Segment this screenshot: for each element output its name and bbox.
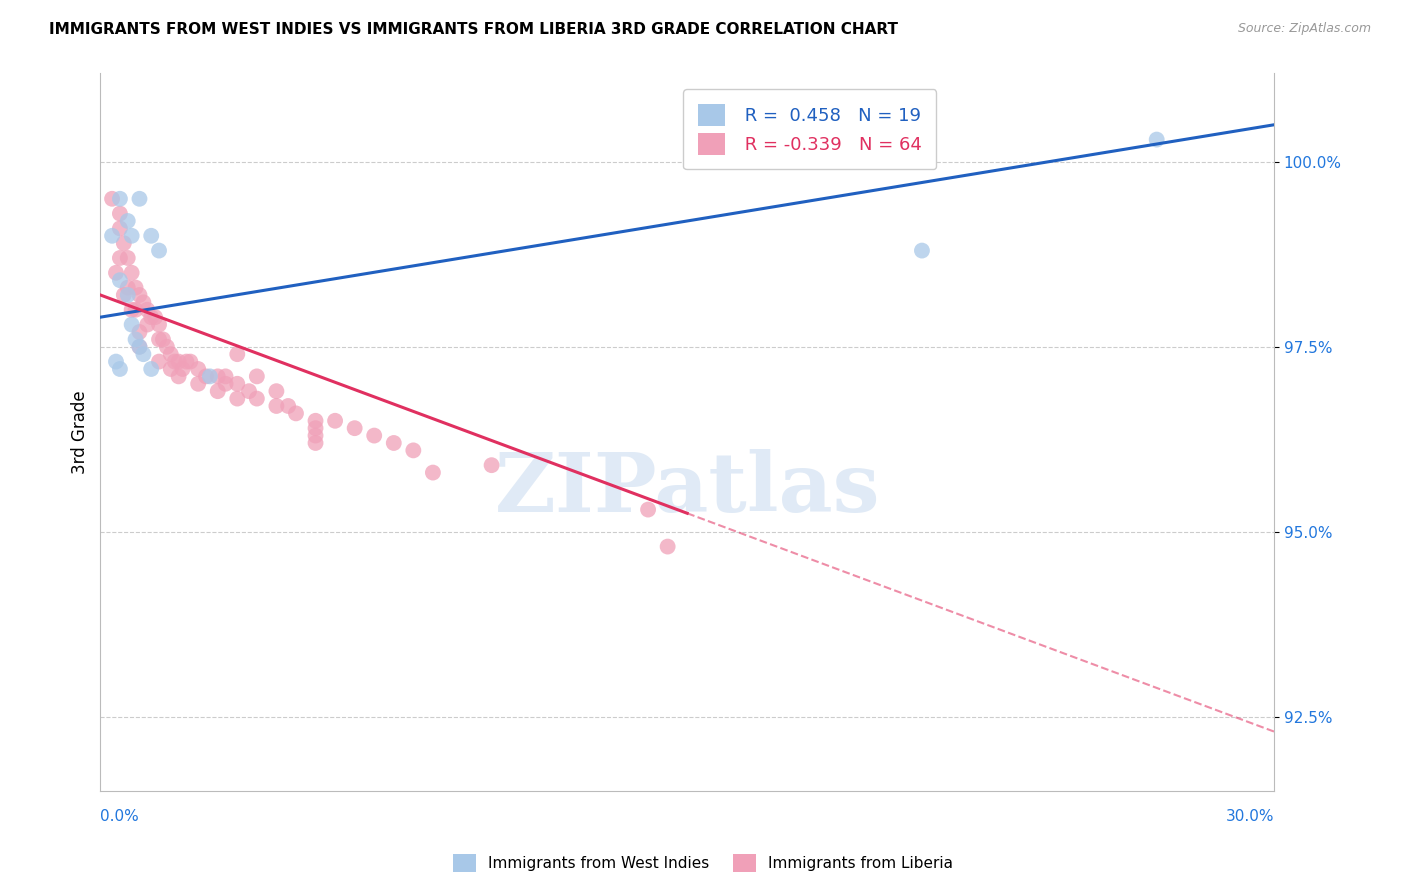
Point (143, 310, 166, 325)
Point (124, 302, 146, 317)
Point (304, 414, 326, 428)
Point (911, 244, 934, 258)
Point (136, 302, 159, 317)
Point (112, 288, 135, 302)
Point (163, 354, 186, 368)
Point (148, 318, 170, 332)
Point (382, 436, 405, 450)
Point (214, 369, 236, 384)
Point (117, 214, 139, 228)
Point (226, 347, 249, 361)
Point (167, 369, 190, 384)
Point (101, 192, 124, 206)
Point (156, 340, 179, 354)
Legend: Immigrants from West Indies, Immigrants from Liberia: Immigrants from West Indies, Immigrants … (446, 846, 960, 880)
Point (128, 325, 150, 339)
Point (402, 443, 425, 458)
Text: IMMIGRANTS FROM WEST INDIES VS IMMIGRANTS FROM LIBERIA 3RD GRADE CORRELATION CHA: IMMIGRANTS FROM WEST INDIES VS IMMIGRANT… (49, 22, 898, 37)
Point (108, 221, 131, 235)
Point (132, 295, 155, 310)
Point (148, 354, 170, 368)
Point (285, 406, 308, 420)
Text: Source: ZipAtlas.com: Source: ZipAtlas.com (1237, 22, 1371, 36)
Point (187, 362, 209, 376)
Point (198, 369, 221, 384)
Point (176, 354, 198, 368)
Point (238, 384, 260, 399)
Point (136, 318, 159, 332)
Point (304, 421, 326, 435)
Point (105, 354, 128, 368)
Point (108, 273, 131, 287)
Point (117, 251, 139, 265)
Point (121, 302, 143, 317)
Point (124, 332, 146, 346)
Text: 0.0%: 0.0% (100, 809, 139, 824)
Point (214, 376, 236, 391)
Point (108, 206, 131, 220)
Point (141, 310, 163, 325)
Point (172, 362, 194, 376)
Text: ZIPatlas: ZIPatlas (495, 450, 880, 529)
Point (128, 192, 150, 206)
Point (141, 362, 163, 376)
Point (343, 421, 366, 435)
Point (159, 347, 181, 361)
Y-axis label: 3rd Grade: 3rd Grade (72, 390, 89, 474)
Point (1146, 132, 1168, 146)
Legend:  R =  0.458   N = 19,  R = -0.339   N = 64: R = 0.458 N = 19, R = -0.339 N = 64 (683, 89, 936, 169)
Point (207, 369, 229, 384)
Point (108, 192, 131, 206)
Point (167, 354, 190, 368)
Point (128, 340, 150, 354)
Point (657, 540, 679, 554)
Point (159, 362, 181, 376)
Point (117, 288, 139, 302)
Point (187, 376, 209, 391)
Point (246, 369, 269, 384)
Point (422, 466, 444, 480)
Point (226, 392, 249, 406)
Point (277, 399, 299, 413)
Point (266, 384, 288, 399)
Point (121, 266, 143, 280)
Point (121, 318, 143, 332)
Text: 30.0%: 30.0% (1226, 809, 1274, 824)
Point (363, 428, 385, 442)
Point (108, 251, 131, 265)
Point (481, 458, 503, 473)
Point (112, 236, 135, 251)
Point (304, 428, 326, 442)
Point (304, 436, 326, 450)
Point (246, 392, 269, 406)
Point (207, 384, 229, 399)
Point (108, 362, 131, 376)
Point (117, 280, 139, 294)
Point (148, 244, 170, 258)
Point (128, 288, 150, 302)
Point (195, 369, 218, 384)
Point (637, 502, 659, 516)
Point (101, 228, 124, 243)
Point (179, 354, 201, 368)
Point (226, 376, 249, 391)
Point (124, 280, 146, 294)
Point (121, 228, 143, 243)
Point (132, 347, 155, 361)
Point (266, 399, 288, 413)
Point (152, 332, 174, 346)
Point (128, 340, 150, 354)
Point (141, 228, 163, 243)
Point (148, 332, 170, 346)
Point (105, 266, 128, 280)
Point (323, 414, 346, 428)
